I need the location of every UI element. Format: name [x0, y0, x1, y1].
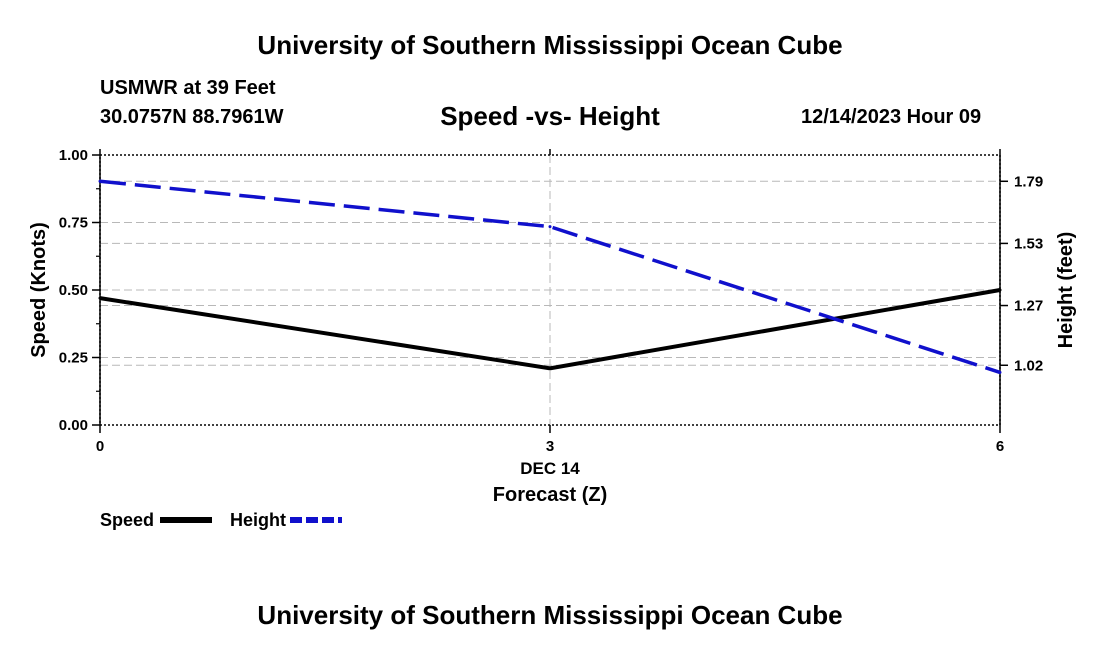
page-footer-title: University of Southern Mississippi Ocean… — [0, 600, 1100, 631]
tick-label-right: 1.79 — [1014, 173, 1043, 190]
legend-height-swatch — [290, 514, 345, 526]
data-point-height — [549, 225, 552, 228]
y-axis-left-label: Speed (Knots) — [28, 222, 50, 358]
data-point-speed — [99, 297, 102, 300]
chart: 0.000.250.500.751.001.021.271.531.790 3 6 … — [0, 0, 1100, 650]
tick-label-x: 6 — [996, 438, 1004, 455]
tick-label-x: 0 — [96, 438, 104, 455]
data-point-speed — [999, 289, 1002, 292]
x-date-label: DEC 14 — [520, 459, 580, 478]
legend-height-label: Height — [230, 510, 286, 531]
x-axis-label: Forecast (Z) — [493, 484, 607, 506]
grid — [100, 155, 1000, 425]
tick-label-left: 0.00 — [59, 417, 88, 434]
data-point-height — [99, 180, 102, 183]
data-point-speed — [549, 367, 552, 370]
tick-label-x: 3 — [546, 438, 554, 455]
tick-label-left: 0.50 — [59, 282, 88, 299]
tick-label-left: 0.25 — [59, 350, 88, 367]
tick-label-right: 1.27 — [1014, 298, 1043, 315]
legend-speed-swatch — [160, 514, 215, 526]
legend-speed-label: Speed — [100, 510, 154, 531]
tick-label-left: 1.00 — [59, 147, 88, 164]
tick-label-right: 1.02 — [1014, 357, 1043, 374]
tick-label-left: 0.75 — [59, 215, 88, 232]
tick-label-right: 1.53 — [1014, 235, 1043, 252]
data-point-height — [999, 371, 1002, 374]
y-axis-right-label: Height (feet) — [1055, 232, 1077, 349]
